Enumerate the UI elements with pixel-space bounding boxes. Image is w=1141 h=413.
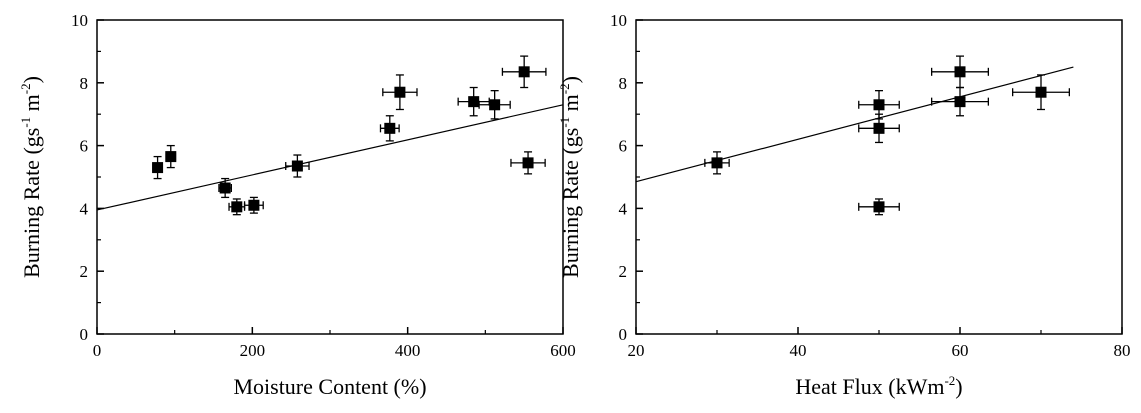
plot-frame (635, 19, 1123, 335)
label-superscript: -1 (18, 117, 33, 128)
x-tick-label: 40 (790, 341, 807, 360)
data-point (510, 151, 546, 175)
label-text: m (19, 94, 44, 117)
square-marker (394, 86, 406, 98)
y-axis-label: Burning Rate (gs-1 m-2) (18, 76, 44, 278)
data-point (931, 55, 989, 89)
y-tick-label: 0 (619, 325, 628, 344)
label-text: ) (955, 374, 962, 399)
square-marker (468, 96, 480, 108)
plot-frame (96, 19, 564, 335)
y-tick-label: 6 (619, 137, 628, 156)
data-point (165, 144, 177, 169)
panel-moisture-content: Moisture Content (%) Burning Rate (gs-1 … (18, 11, 576, 399)
panel-heat-flux: Heat Flux (kWm-2) Burning Rate (gs-1 m-2… (557, 11, 1131, 399)
square-marker (954, 66, 966, 78)
y-tick-label: 2 (619, 262, 628, 281)
label-superscript: -2 (557, 83, 572, 94)
data-point (858, 198, 900, 216)
data-point (858, 113, 900, 144)
x-tick-label: 60 (952, 341, 969, 360)
x-axis-label: Heat Flux (kWm-2) (795, 373, 962, 399)
fit-line (96, 104, 564, 211)
square-marker (248, 199, 260, 211)
label-text: Heat Flux (kWm (795, 374, 944, 399)
label-text: Burning Rate (gs (19, 128, 44, 278)
data-point (1012, 74, 1070, 111)
y-tick-label: 0 (80, 325, 89, 344)
y-tick-label: 6 (80, 137, 89, 156)
label-text: ) (558, 76, 583, 83)
square-marker (291, 160, 303, 172)
data-point (243, 196, 264, 214)
x-tick-label: 80 (1114, 341, 1131, 360)
x-axis-label: Moisture Content (%) (233, 374, 426, 399)
y-tick-label: 4 (80, 199, 89, 218)
square-marker (384, 122, 396, 134)
data-point (152, 155, 164, 180)
square-marker (873, 122, 885, 134)
label-text: m (558, 94, 583, 117)
square-marker (954, 96, 966, 108)
y-tick-label: 8 (80, 74, 89, 93)
x-tick-label: 0 (93, 341, 102, 360)
data-point (931, 86, 989, 117)
y-tick-label: 10 (71, 11, 88, 30)
x-tick-label: 20 (628, 341, 645, 360)
data-point (228, 198, 246, 216)
square-marker (873, 99, 885, 111)
square-marker (522, 157, 534, 169)
square-marker (711, 157, 723, 169)
label-superscript: -1 (557, 117, 572, 128)
data-point (478, 90, 511, 120)
fit-line (635, 66, 1074, 183)
y-tick-label: 8 (619, 74, 628, 93)
y-tick-label: 2 (80, 262, 89, 281)
data-point (457, 86, 490, 117)
square-marker (231, 201, 243, 213)
x-tick-label: 200 (240, 341, 266, 360)
y-axis-label: Burning Rate (gs-1 m-2) (557, 76, 583, 278)
label-text: ) (19, 76, 44, 83)
data-point (379, 115, 400, 142)
square-marker (219, 182, 231, 194)
square-marker (152, 162, 164, 174)
label-text: Burning Rate (gs (558, 128, 583, 278)
square-marker (489, 99, 501, 111)
square-marker (518, 66, 530, 78)
y-tick-label: 10 (610, 11, 627, 30)
square-marker (1035, 86, 1047, 98)
square-marker (165, 151, 177, 163)
x-tick-label: 400 (395, 341, 421, 360)
label-superscript: -2 (18, 83, 33, 94)
label-superscript: -2 (944, 373, 955, 388)
square-marker (873, 201, 885, 213)
y-tick-label: 4 (619, 199, 628, 218)
data-point (382, 74, 418, 111)
x-tick-label: 600 (550, 341, 576, 360)
data-point (501, 55, 547, 89)
data-point (704, 151, 730, 175)
data-point (218, 177, 233, 199)
data-point (285, 154, 310, 178)
